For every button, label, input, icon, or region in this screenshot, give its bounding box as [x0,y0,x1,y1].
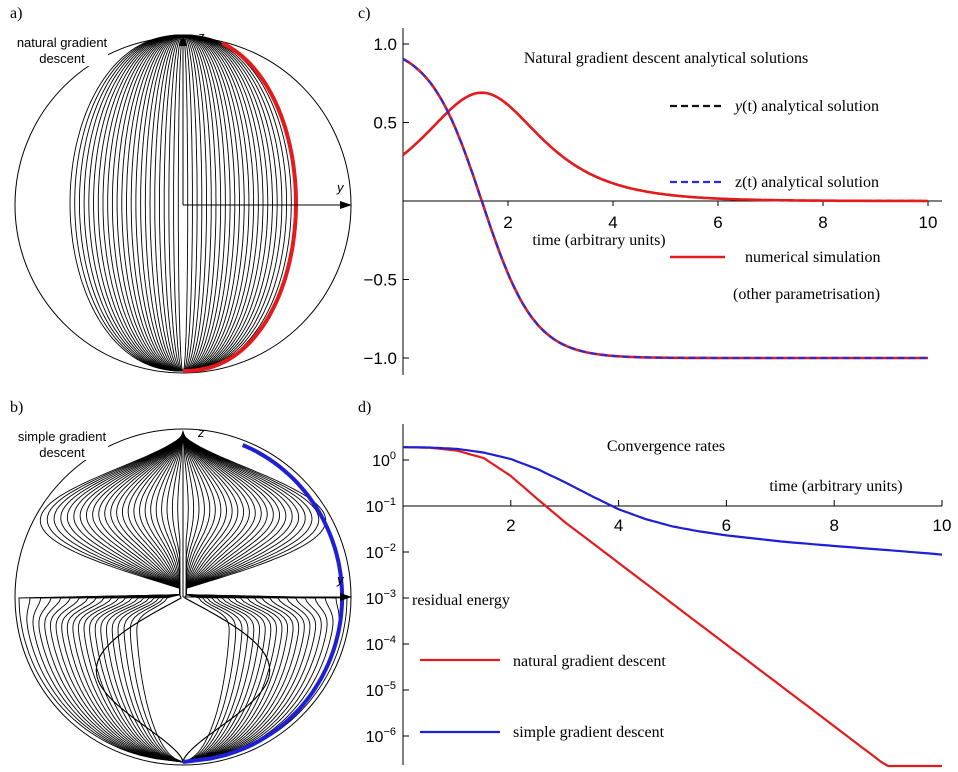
panel-d-ytick-label-3: 10−3 [366,588,396,608]
panel-d-xlabel: time (arbitrary units) [769,478,902,495]
panel-a: z y natural gradient descent [14,29,352,374]
panel-c-xtick-label-4: 10 [919,213,938,232]
panel-d-ytick-label-0: 100 [372,450,396,470]
panel-c-xlabel: time (arbitrary units) [532,232,665,249]
panel-a-z-arrow-icon [179,34,187,46]
panel-c-xtick-label-2: 6 [713,213,722,232]
panel-c-legend-z-name: z(t) [735,174,757,191]
panel-b-z-label: z [197,425,205,440]
panel-c-xtick-label-0: 2 [503,213,512,232]
panel-b-y-label: y [336,572,345,587]
trajectory-b-24 [18,433,348,763]
panel-c-legend-num: numerical simulation [745,249,881,266]
panel-d-ytick-label-6: 10−6 [366,726,396,746]
panel-a-highlight-trajectory [182,41,299,373]
panel-c-legend-y-var: y [733,98,743,115]
panel-c-legend-y: y(t) analytical solution [733,98,879,115]
panel-c-ytick-label-2: −0.5 [363,271,397,290]
panel-d-ytick-label-2: 10−2 [366,542,396,562]
panel-a-z-label: z [197,29,205,44]
panel-b-label-line2: descent [39,445,85,460]
panel-b-trajectories [18,433,348,764]
panel-d-ylabel-bg [410,590,542,610]
panel-c-title: Natural gradient descent analytical solu… [524,50,808,67]
panel-c-xtick-label-1: 4 [608,213,617,232]
panel-d-xtick-label-0: 2 [506,516,515,535]
trajectory-b-3 [95,433,271,764]
panel-a-label-bg [16,34,108,66]
panel-c-legend-num-note: (other parametrisation) [733,286,880,303]
panel-d-ytick-label-4: 10−4 [366,634,396,654]
panel-c-xtick-label-3: 8 [818,213,827,232]
panel-d-xtick-label-3: 8 [829,516,838,535]
panel-b-z-arrow-icon [179,430,187,442]
panel-c-ytick-label-3: −1.0 [363,349,397,368]
panel-c-legend-z-text: analytical solution [757,174,879,191]
panel-b-y-arrow-icon [340,593,352,601]
panel-b: z y simple gradient descent [14,425,352,766]
panel-c-legend-y-arg: (t) [742,98,757,115]
panel-c-ytick-label-0: 1.0 [373,35,397,54]
panel-label-c: c) [358,5,370,22]
panel-c-series-z [402,57,928,360]
panel-d-legend-simple: simple gradient descent [513,724,665,741]
panel-b-label-line1: simple gradient [18,429,107,444]
panel-a-label-line1: natural gradient [17,35,108,50]
panel-c-ytick-label-1: 0.5 [373,114,397,133]
panel-a-y-arrow-icon [340,201,352,209]
panel-d-ytick-label-5: 10−5 [366,680,396,700]
panel-d-series-natural [403,446,942,768]
panel-a-y-label: y [336,180,345,195]
panel-c-legend-z: z(t) analytical solution [735,174,879,191]
panel-d-ytick-label-1: 10−1 [366,496,396,516]
panel-d-ylabel: residual energy [412,592,510,609]
panel-d-xtick-label-2: 6 [722,516,731,535]
panel-label-d: d) [358,399,371,416]
panel-d-xtick-label-4: 10 [933,516,952,535]
panel-d-title: Convergence rates [607,438,725,455]
panel-d-xtick-label-1: 4 [614,516,623,535]
panel-b-label-bg [16,428,108,460]
panel-d-series-simple [403,446,943,556]
panel-b-highlight-trajectory [182,443,345,764]
panel-d-legend-natural: natural gradient descent [513,653,666,670]
panel-label-a: a) [10,5,22,22]
panel-c-legend-y-text: analytical solution [757,98,879,115]
panel-a-label-line2: descent [39,51,85,66]
panel-c-ticks: 2 4 6 8 10 1.0 0.5 −0.5 −1.0 [363,35,937,368]
panel-c: 2 4 6 8 10 1.0 0.5 −0.5 −1.0 Natural gradient de… [363,28,942,375]
panel-label-b: b) [10,399,23,416]
